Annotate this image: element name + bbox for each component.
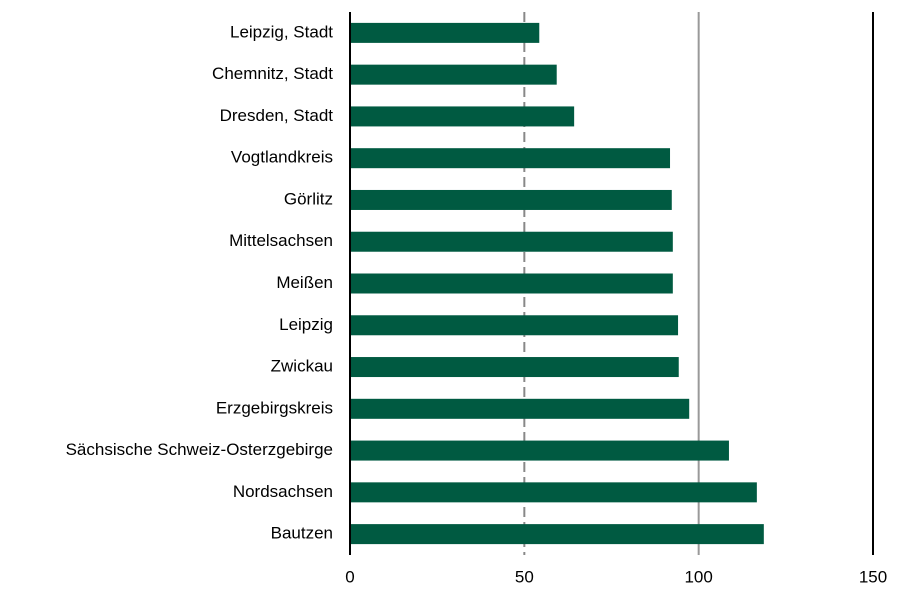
y-tick-label: Görlitz [284, 189, 333, 208]
bar [351, 315, 679, 336]
y-tick-label: Zwickau [271, 357, 333, 376]
bar [351, 148, 671, 169]
bar [351, 398, 690, 419]
x-tick-label: 150 [859, 567, 887, 586]
x-tick-label: 100 [684, 567, 712, 586]
y-tick-label: Sächsische Schweiz-Osterzgebirge [66, 440, 333, 459]
bar [351, 357, 679, 378]
y-tick-label: Mittelsachsen [229, 231, 333, 250]
y-tick-label: Leipzig [279, 315, 333, 334]
x-tick-label: 50 [515, 567, 534, 586]
y-tick-label: Dresden, Stadt [220, 106, 334, 125]
y-tick-label: Erzgebirgskreis [216, 398, 333, 417]
bar [351, 64, 557, 85]
bar [351, 106, 575, 127]
y-tick-label: Nordsachsen [233, 482, 333, 501]
y-tick-label: Chemnitz, Stadt [212, 64, 333, 83]
bar [351, 189, 672, 210]
x-tick-label: 0 [345, 567, 354, 586]
y-tick-label: Leipzig, Stadt [230, 22, 333, 41]
bar [351, 273, 673, 294]
y-tick-label: Bautzen [271, 524, 333, 543]
y-tick-label: Meißen [276, 273, 333, 292]
bar [351, 482, 757, 503]
y-tick-label: Vogtlandkreis [231, 148, 333, 167]
bar [351, 524, 764, 545]
bar [351, 440, 729, 461]
bar [351, 22, 540, 43]
bar [351, 231, 673, 252]
